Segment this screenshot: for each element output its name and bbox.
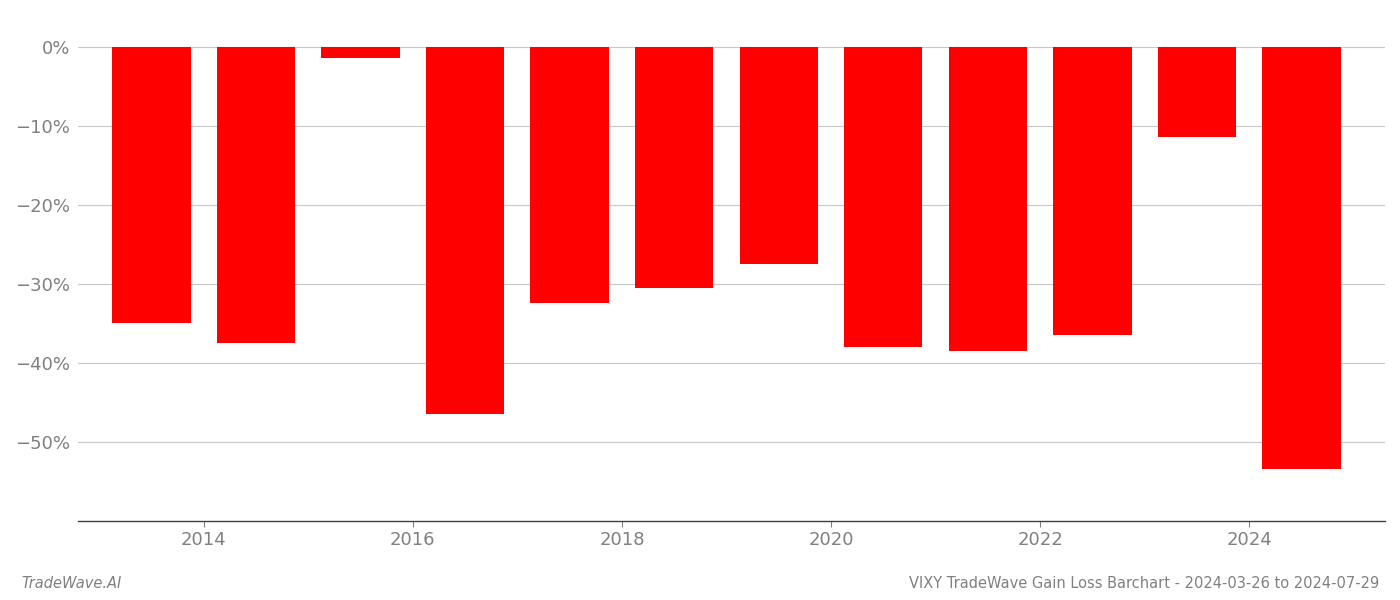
Bar bbox=[949, 47, 1028, 351]
Bar bbox=[1053, 47, 1131, 335]
Bar bbox=[739, 47, 818, 264]
Bar bbox=[1158, 47, 1236, 137]
Text: TradeWave.AI: TradeWave.AI bbox=[21, 576, 122, 591]
Text: VIXY TradeWave Gain Loss Barchart - 2024-03-26 to 2024-07-29: VIXY TradeWave Gain Loss Barchart - 2024… bbox=[909, 576, 1379, 591]
Bar bbox=[531, 47, 609, 304]
Bar bbox=[112, 47, 190, 323]
Bar bbox=[426, 47, 504, 414]
Bar bbox=[322, 47, 400, 58]
Bar bbox=[636, 47, 714, 287]
Bar bbox=[1263, 47, 1341, 469]
Bar bbox=[844, 47, 923, 347]
Bar bbox=[217, 47, 295, 343]
